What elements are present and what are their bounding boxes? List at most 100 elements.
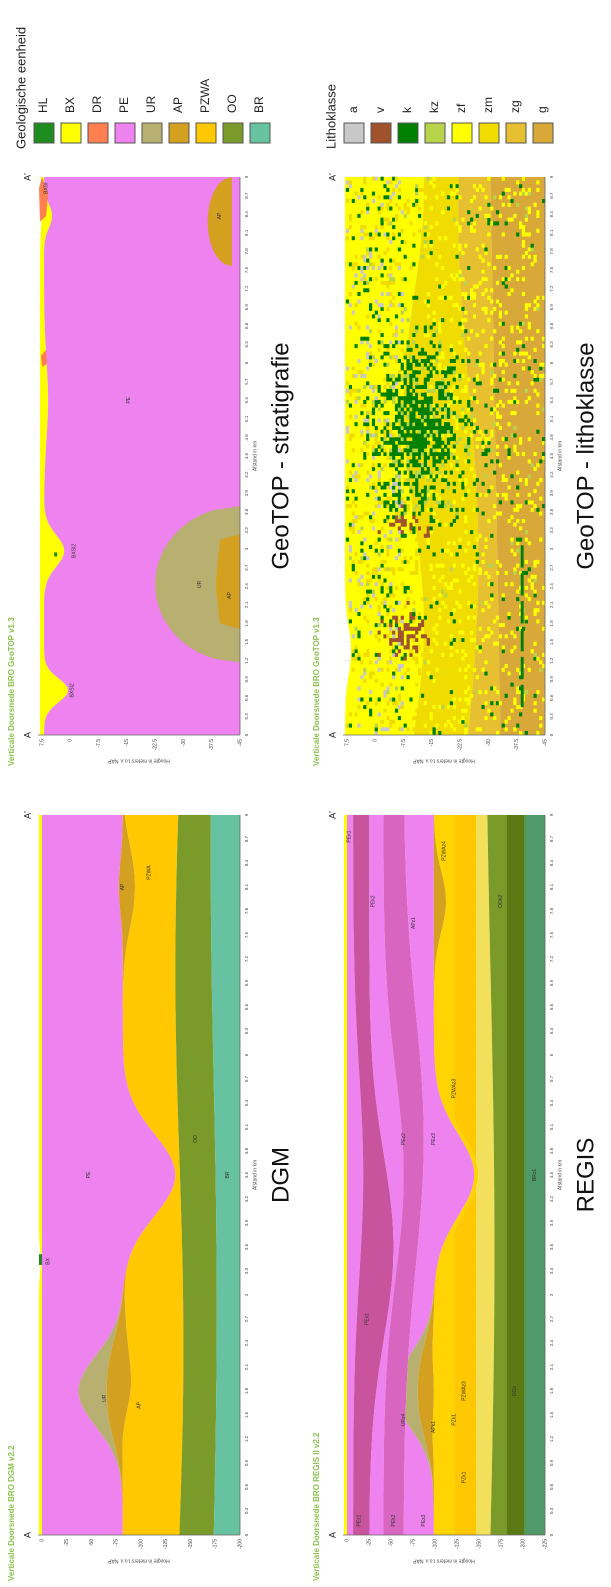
- litho-cell: [380, 563, 384, 568]
- y-axis-label: Hoogte in meters t.o.v. NAP: [108, 1558, 170, 1564]
- litho-cell: [481, 362, 485, 367]
- litho-cell: [426, 366, 430, 371]
- litho-cell: [524, 191, 528, 196]
- litho-cell: [461, 325, 465, 330]
- litho-cell: [519, 537, 523, 542]
- litho-cell: [386, 273, 390, 278]
- litho-cell: [415, 559, 419, 564]
- x-tick-label: 1.5: [549, 1411, 554, 1418]
- litho-cell: [533, 452, 537, 456]
- litho-cell: [493, 362, 497, 367]
- litho-cell: [403, 422, 407, 427]
- litho-cell: [400, 675, 404, 680]
- litho-cell: [464, 280, 468, 285]
- litho-cell: [403, 437, 407, 442]
- litho-cell: [423, 426, 427, 430]
- litho-cell: [420, 470, 425, 475]
- litho-cell: [409, 426, 413, 430]
- litho-cell: [380, 619, 384, 624]
- litho-cell: [420, 429, 425, 434]
- litho-cell: [527, 254, 531, 259]
- litho-cell: [524, 213, 528, 218]
- litho-cell: [533, 559, 537, 564]
- litho-cell: [446, 541, 451, 546]
- litho-cell: [377, 385, 381, 389]
- litho-cell: [449, 295, 453, 300]
- x-tick-label: 5.7: [244, 378, 249, 385]
- litho-cell: [498, 254, 502, 259]
- litho-cell: [490, 429, 494, 434]
- litho-cell: [360, 541, 364, 546]
- x-tick-label: 4.2: [244, 1195, 249, 1202]
- litho-cell: [516, 626, 520, 631]
- litho-cell: [527, 667, 531, 672]
- litho-cell: [432, 444, 436, 449]
- litho-cell: [524, 585, 528, 590]
- litho-cell: [438, 705, 442, 709]
- litho-cell: [490, 336, 494, 341]
- litho-cell: [415, 630, 419, 635]
- litho-cell: [481, 638, 485, 642]
- litho-cell: [392, 280, 396, 285]
- litho-cell: [409, 373, 413, 378]
- litho-cell: [406, 403, 410, 408]
- litho-cell: [452, 500, 456, 505]
- litho-cell: [357, 388, 361, 393]
- litho-cell: [394, 403, 399, 408]
- litho-cell: [536, 731, 540, 735]
- litho-cell: [426, 377, 430, 382]
- litho-cell: [412, 414, 416, 419]
- litho-cell: [394, 619, 399, 624]
- x-tick-label: 0.9: [549, 1459, 554, 1466]
- litho-cell: [420, 463, 425, 468]
- litho-cell: [374, 225, 378, 230]
- litho-cell: [420, 507, 425, 512]
- litho-cell: [418, 455, 422, 460]
- litho-cell: [360, 582, 364, 587]
- litho-cell: [452, 697, 456, 702]
- legend-label: zg: [508, 100, 522, 113]
- litho-cell: [510, 541, 514, 546]
- litho-cell: [458, 306, 462, 311]
- litho-cell: [397, 433, 401, 438]
- litho-cell: [386, 411, 390, 416]
- litho-cell: [530, 262, 534, 267]
- litho-cell: [400, 459, 404, 464]
- litho-cell: [357, 578, 361, 583]
- litho-cell: [461, 649, 465, 654]
- litho-cell: [426, 292, 430, 296]
- litho-cell: [380, 448, 384, 453]
- litho-cell: [536, 392, 540, 397]
- litho-cell: [441, 489, 445, 494]
- litho-cell: [371, 593, 376, 598]
- litho-cell: [533, 306, 537, 311]
- litho-cell: [444, 403, 448, 408]
- litho-cell: [400, 310, 404, 315]
- litho-cell: [354, 608, 358, 613]
- x-tick-label: 6.9: [244, 979, 249, 986]
- litho-cell: [406, 481, 410, 486]
- litho-cell: [348, 303, 352, 308]
- litho-cell: [403, 556, 407, 561]
- litho-cell: [458, 228, 462, 233]
- litho-cell: [406, 366, 410, 371]
- litho-cell: [366, 422, 370, 427]
- litho-cell: [420, 440, 425, 445]
- litho-cell: [516, 723, 520, 728]
- litho-cell: [504, 727, 508, 732]
- unit-layer: [215, 534, 240, 629]
- litho-cell: [366, 351, 370, 356]
- litho-cell: [507, 202, 511, 207]
- unit-layer: [39, 815, 42, 1535]
- litho-cell: [487, 582, 491, 587]
- litho-cell: [400, 511, 404, 516]
- litho-cell: [406, 206, 410, 211]
- litho-cell: [418, 440, 422, 445]
- litho-cell: [420, 712, 425, 717]
- litho-cell: [467, 452, 471, 456]
- litho-cell: [389, 682, 393, 687]
- litho-cell: [472, 284, 477, 289]
- litho-cell: [495, 444, 500, 449]
- litho-cell: [470, 604, 474, 609]
- litho-cell: [495, 422, 500, 427]
